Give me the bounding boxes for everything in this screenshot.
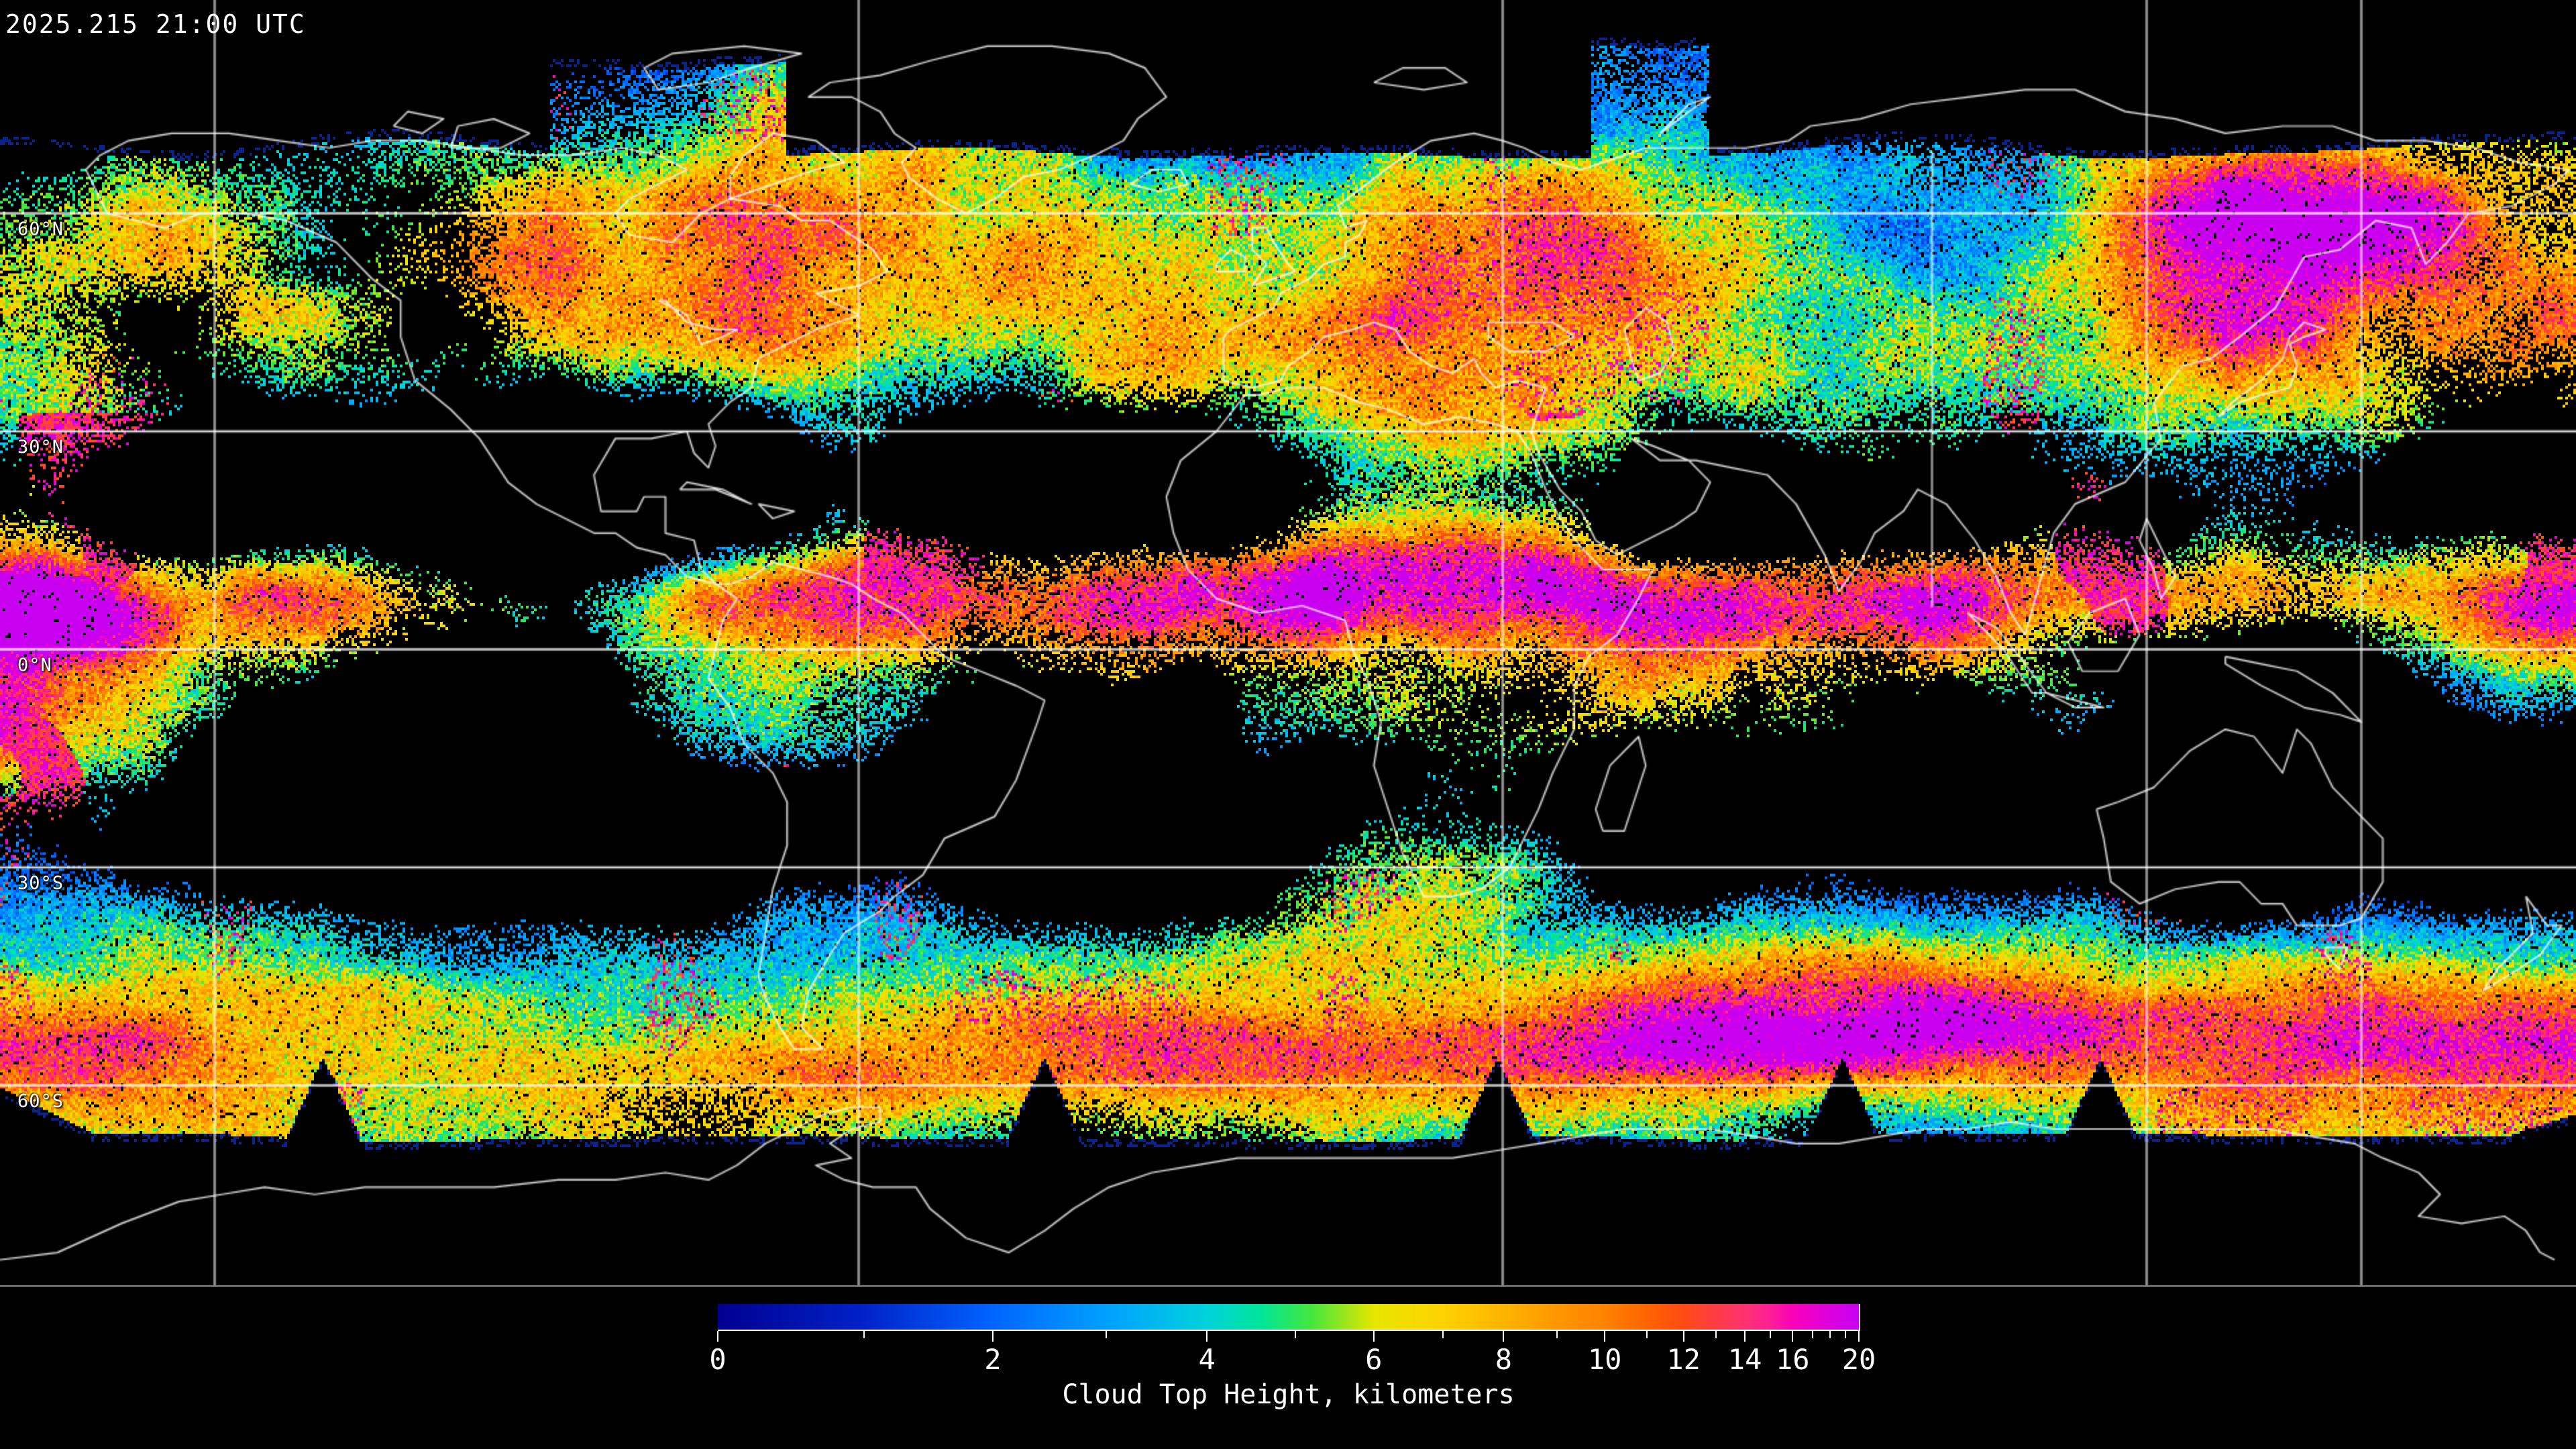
timestamp-label: 2025.215 21:00 UTC <box>5 9 306 39</box>
colorbar-tick-17 <box>1811 1331 1813 1338</box>
lat-label-30N: 30°N <box>17 437 64 458</box>
colorbar-tick-5 <box>1295 1331 1297 1338</box>
colorbar-tick-label-20: 20 <box>1841 1343 1876 1376</box>
colorbar-tick-20 <box>1858 1331 1860 1342</box>
lat-label-60N: 60°N <box>17 219 64 239</box>
colorbar: 0 2 4 6 8 10 12 14 16 20 Cloud Top Height, kilome… <box>709 1304 1876 1425</box>
colorbar-tick-label-0: 0 <box>709 1343 727 1376</box>
colorbar-title: Cloud Top Height, kilometers <box>1062 1379 1515 1410</box>
colorbar-tick-13 <box>1715 1331 1717 1338</box>
colorbar-tick-label-12: 12 <box>1666 1343 1701 1376</box>
colorbar-tick-label-6: 6 <box>1365 1343 1383 1376</box>
colorbar-tick-label-4: 4 <box>1198 1343 1216 1376</box>
lat-label-60S: 60°S <box>17 1090 64 1112</box>
colorbar-tick-9 <box>1556 1331 1558 1338</box>
lat-label-0N: 0°N <box>17 655 52 676</box>
colorbar-tick-12 <box>1682 1331 1684 1342</box>
colorbar-tick-7 <box>1442 1331 1444 1338</box>
colorbar-tick-6 <box>1373 1331 1375 1342</box>
colorbar-tick-1 <box>863 1331 865 1338</box>
colorbar-tick-16 <box>1792 1331 1794 1342</box>
colorbar-gradient <box>718 1304 1860 1331</box>
colorbar-tick-0 <box>717 1331 718 1342</box>
colorbar-tick-label-2: 2 <box>984 1343 1002 1376</box>
colorbar-tick-4 <box>1206 1331 1208 1342</box>
colorbar-tick-2 <box>991 1331 994 1342</box>
colorbar-tick-10 <box>1604 1331 1606 1342</box>
map-bottom-rule <box>0 1285 2576 1287</box>
colorbar-tick-15 <box>1769 1331 1771 1338</box>
colorbar-tick-label-10: 10 <box>1587 1343 1622 1376</box>
colorbar-tick-18 <box>1829 1331 1831 1338</box>
colorbar-tick-8 <box>1503 1331 1505 1342</box>
colorbar-tick-11 <box>1646 1331 1648 1338</box>
coastline-graticule-canvas <box>0 0 2576 1287</box>
colorbar-tick-3 <box>1106 1331 1108 1338</box>
colorbar-tick-19 <box>1844 1331 1846 1338</box>
colorbar-tick-label-16: 16 <box>1776 1343 1810 1376</box>
colorbar-tick-14 <box>1744 1331 1746 1342</box>
colorbar-tick-label-8: 8 <box>1495 1343 1513 1376</box>
lat-label-30S: 30°S <box>17 872 64 894</box>
colorbar-tick-label-14: 14 <box>1727 1343 1762 1376</box>
